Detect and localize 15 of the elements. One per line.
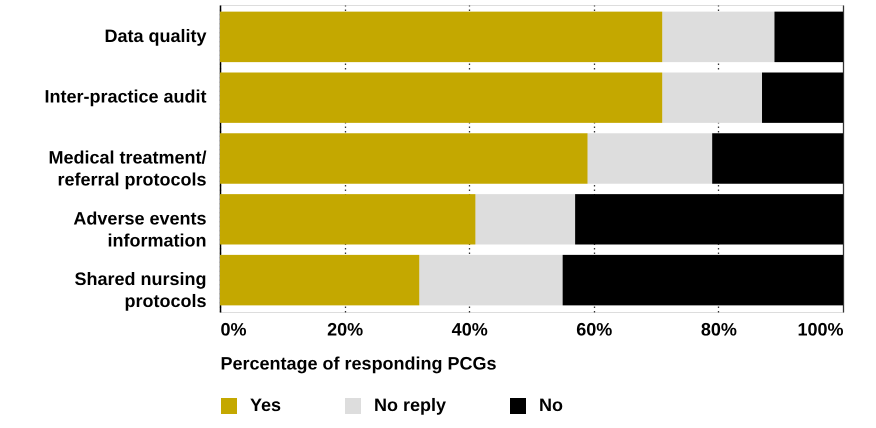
x-tick-label: 100% [797, 320, 844, 340]
legend-label: No reply [374, 395, 446, 415]
x-tick-label: 60% [576, 320, 612, 340]
legend-label: No [539, 395, 563, 415]
x-tick-label: 40% [452, 320, 488, 340]
x-tick-label: 80% [700, 320, 737, 340]
y-tick-label: Data quality [104, 26, 206, 46]
legend-label: Yes [250, 395, 282, 415]
y-tick-label: Medical treatment/ referral protocols [48, 148, 206, 190]
y-tick-label: Shared nursing protocols [74, 269, 206, 312]
y-tick-label: Adverse events information [73, 208, 206, 250]
x-tick-label: 20% [327, 320, 364, 340]
x-axis-title: Percentage of responding PCGs [220, 354, 497, 374]
y-tick-label: Inter-practice audit [44, 86, 206, 107]
x-tick-label: 0% [220, 320, 247, 340]
